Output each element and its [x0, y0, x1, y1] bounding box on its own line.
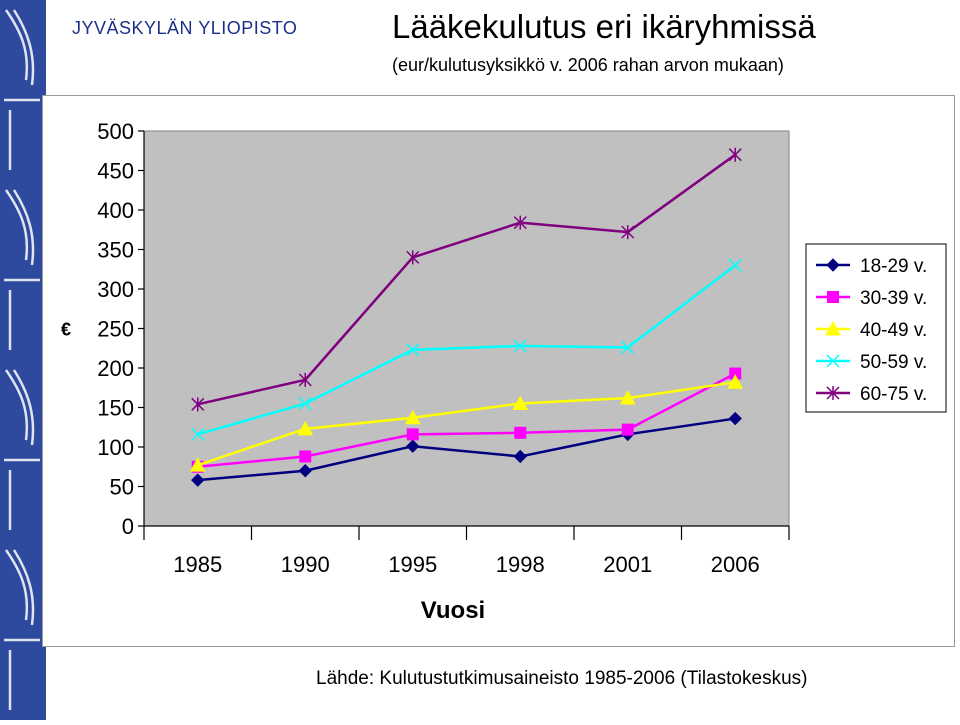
legend-item: 60-75 v. — [816, 384, 927, 405]
x-axis: 1985 1990 1995 1998 2001 2006 — [143, 525, 790, 577]
university-name: JYVÄSKYLÄN YLIOPISTO — [72, 18, 298, 38]
series-5 — [191, 147, 742, 412]
y-axis-label: € — [61, 320, 71, 340]
y-tick-label: 250 — [97, 317, 134, 342]
series-line — [197, 153, 736, 406]
data-point — [406, 343, 420, 357]
data-point — [406, 428, 419, 441]
x-tick-label: 2001 — [603, 552, 652, 577]
y-tick-label: 0 — [122, 514, 134, 539]
y-tick-label: 400 — [97, 198, 134, 223]
series-line — [197, 264, 737, 436]
data-point — [727, 374, 744, 389]
data-point — [191, 473, 205, 487]
data-point — [406, 250, 420, 265]
series-1 — [191, 411, 742, 487]
y-tick-label: 300 — [97, 277, 134, 302]
legend-label: 40-49 v. — [860, 320, 927, 341]
y-tick-label: 350 — [97, 238, 134, 263]
source-note: Lähde: Kulutustutkimusaineisto 1985-2006… — [316, 668, 808, 689]
data-point — [406, 439, 420, 453]
data-point — [728, 147, 742, 162]
university-sidebar — [0, 0, 46, 720]
slide-title: Lääkekulutus eri ikäryhmissä — [392, 8, 816, 45]
data-point — [191, 427, 205, 441]
series-layer — [189, 147, 744, 487]
x-tick-label: 1995 — [388, 552, 437, 577]
legend-item: 30-39 v. — [816, 288, 927, 309]
x-axis-label: Vuosi — [421, 597, 485, 624]
y-tick-label: 50 — [110, 475, 134, 500]
data-point — [189, 457, 206, 472]
legend-marker — [826, 386, 840, 400]
data-point — [191, 397, 205, 412]
data-point — [513, 449, 527, 464]
legend-marker — [825, 320, 841, 336]
data-point — [621, 225, 635, 240]
chart-frame: 0 50 100 150 200 250 300 350 400 450 500 1985 1990 1… — [42, 95, 955, 647]
legend-label: 50-59 v. — [860, 352, 927, 373]
data-point — [298, 463, 312, 478]
legend-marker — [827, 291, 839, 303]
data-point — [512, 395, 529, 411]
y-tick-label: 150 — [97, 396, 134, 421]
data-point — [728, 411, 742, 426]
data-point — [513, 339, 527, 353]
x-tick-label: 1985 — [173, 552, 222, 577]
chart-legend: 18-29 v. 30-39 v. 40-49 v. 50-59 v. 60-75 v. — [805, 243, 947, 413]
legend-item: 50-59 v. — [816, 352, 927, 373]
legend-item: 40-49 v. — [816, 320, 927, 341]
legend-item: 18-29 v. — [816, 256, 927, 277]
data-point — [621, 423, 634, 436]
data-point — [404, 409, 421, 425]
x-tick-label: 1990 — [281, 552, 330, 577]
plot-area — [143, 130, 790, 527]
y-axis: 0 50 100 150 200 250 300 350 400 450 500 — [97, 119, 145, 539]
series-line — [197, 380, 736, 467]
y-tick-label: 100 — [97, 435, 134, 460]
series-line — [197, 417, 736, 482]
data-point — [621, 340, 635, 354]
y-tick-label: 450 — [97, 159, 134, 184]
data-point — [299, 450, 312, 463]
y-tick-label: 200 — [97, 356, 134, 381]
legend-label: 18-29 v. — [860, 256, 927, 277]
data-point — [514, 426, 527, 439]
data-point — [298, 372, 312, 387]
legend-label: 60-75 v. — [860, 384, 927, 405]
data-point — [728, 258, 742, 272]
x-tick-label: 1998 — [496, 552, 545, 577]
legend-marker — [826, 258, 840, 272]
legend-marker — [826, 354, 840, 368]
data-point — [619, 389, 636, 405]
series-4 — [191, 258, 742, 441]
series-3 — [189, 374, 744, 472]
university-logo-pattern-icon — [4, 9, 40, 710]
slide-subtitle: (eur/kulutusyksikkö v. 2006 rahan arvon … — [392, 55, 784, 75]
x-tick-label: 2006 — [711, 552, 760, 577]
data-point — [297, 420, 314, 436]
data-point — [298, 397, 312, 411]
y-tick-label: 500 — [97, 119, 134, 144]
data-point — [513, 215, 527, 230]
legend-label: 30-39 v. — [860, 288, 927, 309]
series-line — [197, 372, 736, 468]
